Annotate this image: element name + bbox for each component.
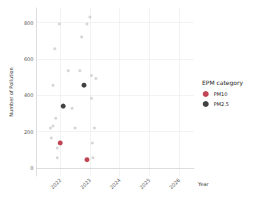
- svg-text:400: 400: [24, 92, 34, 98]
- svg-text:2025: 2025: [138, 177, 151, 190]
- svg-text:2026: 2026: [168, 177, 181, 190]
- svg-text:PM10: PM10: [214, 91, 228, 97]
- svg-text:800: 800: [24, 20, 34, 26]
- svg-text:Number of Pollution: Number of Pollution: [8, 67, 14, 117]
- svg-text:PM2.5: PM2.5: [214, 101, 229, 107]
- svg-text:200: 200: [24, 129, 34, 135]
- svg-text:0: 0: [30, 165, 33, 171]
- svg-text:Year: Year: [197, 181, 210, 187]
- svg-text:EPM category: EPM category: [202, 79, 243, 87]
- svg-text:2022: 2022: [49, 177, 62, 190]
- svg-text:2024: 2024: [109, 177, 122, 190]
- svg-text:2023: 2023: [79, 177, 92, 190]
- svg-text:600: 600: [24, 56, 34, 62]
